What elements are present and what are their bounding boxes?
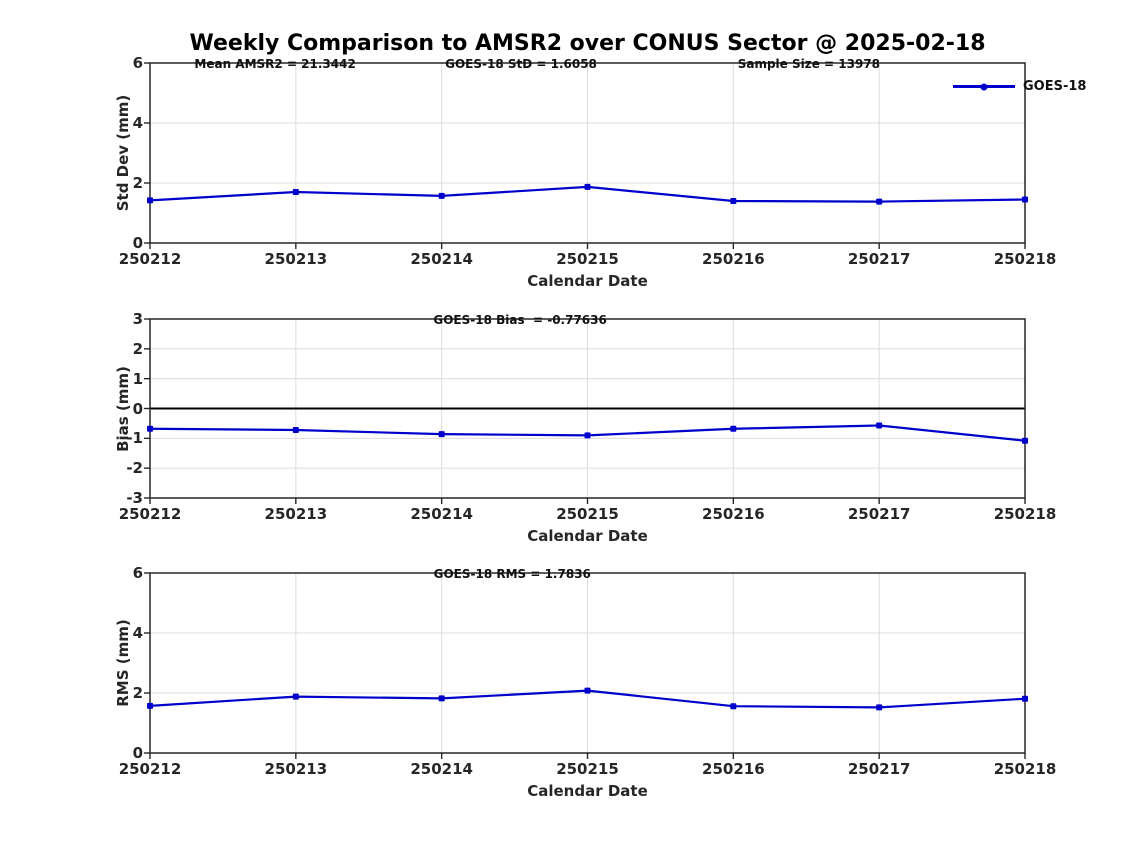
- annotation: GOES-18 StD = 1.6058: [445, 57, 597, 71]
- y-tick-label: 0: [132, 399, 143, 418]
- data-point: [730, 425, 737, 432]
- y-tick-label: -1: [126, 429, 143, 448]
- data-point: [438, 192, 445, 199]
- y-tick-label: 0: [132, 744, 143, 762]
- x-tick-label: 250218: [993, 505, 1057, 523]
- data-point: [876, 198, 883, 205]
- data-point: [292, 693, 299, 700]
- y-tick-label: 4: [132, 624, 143, 642]
- data-point: [147, 425, 153, 432]
- x-tick-label: 250218: [993, 250, 1057, 268]
- data-point: [730, 703, 737, 710]
- y-tick-label: 2: [132, 174, 143, 192]
- x-tick-label: 250213: [264, 760, 328, 778]
- annotation: Mean AMSR2 = 21.3442: [194, 57, 356, 71]
- x-tick-label: 250216: [702, 505, 765, 523]
- data-point: [292, 426, 299, 433]
- data-point: [147, 702, 153, 709]
- data-point: [584, 183, 591, 190]
- x-tick-label: 250214: [410, 250, 473, 268]
- y-tick-label: 1: [132, 369, 143, 388]
- y-tick-label: 3: [132, 310, 143, 328]
- data-point: [147, 197, 153, 204]
- data-point: [730, 198, 737, 204]
- x-axis-label: Calendar Date: [527, 527, 648, 545]
- data-point: [438, 431, 445, 438]
- x-tick-label: 250215: [556, 760, 619, 778]
- legend: GOES-18: [953, 79, 1086, 94]
- annotation: GOES-18 Bias = -0.77636: [433, 313, 607, 327]
- x-tick-label: 250214: [410, 505, 473, 523]
- annotation: Sample Size = 13978: [737, 57, 881, 71]
- data-point: [876, 422, 883, 429]
- bias-plot-area: [144, 318, 1028, 504]
- x-tick-label: 250212: [118, 760, 182, 778]
- x-tick-label: 250216: [702, 760, 765, 778]
- y-tick-labels: -3 -2 -1 0 1 2 3: [91, 310, 143, 507]
- y-tick-label: 0: [132, 234, 143, 252]
- legend-label: GOES-18: [1023, 79, 1087, 94]
- x-tick-label: 250213: [264, 250, 328, 268]
- y-tick-labels: 0 2 4 6: [91, 564, 143, 762]
- x-tick-label: 250217: [847, 505, 911, 523]
- data-point: [1022, 695, 1028, 702]
- y-tick-label: -2: [126, 459, 143, 478]
- x-tick-label: 250217: [847, 250, 911, 268]
- y-tick-label: -3: [126, 489, 143, 507]
- data-point: [292, 189, 299, 195]
- x-tick-label: 250215: [556, 505, 619, 523]
- data-point: [876, 704, 883, 711]
- y-tick-labels: 0 2 4 6: [91, 54, 143, 252]
- data-point: [584, 432, 591, 439]
- x-tick-label: 250213: [264, 505, 328, 523]
- data-point: [584, 687, 591, 694]
- data-point: [438, 695, 445, 702]
- legend-line-sample: [953, 83, 1015, 90]
- x-tick-label: 250215: [556, 250, 619, 268]
- data-point: [1022, 437, 1028, 444]
- x-tick-label: 250214: [410, 760, 473, 778]
- x-tick-label: 250212: [118, 250, 182, 268]
- y-tick-label: 6: [132, 564, 143, 582]
- x-tick-label: 250212: [118, 505, 182, 523]
- subplot-bias: Bias (mm) -3 -2 -1 0 1 2 3 250212 250213 250214 2…: [114, 310, 1056, 545]
- x-axis-label: Calendar Date: [527, 272, 648, 290]
- y-tick-label: 2: [132, 339, 143, 358]
- chart-title: Weekly Comparison to AMSR2 over CONUS Se…: [189, 31, 986, 56]
- legend-marker-icon: [980, 83, 988, 90]
- annotation: GOES-18 RMS = 1.7836: [433, 567, 591, 581]
- y-tick-label: 4: [132, 114, 143, 132]
- std-dev-plot-area: [144, 62, 1028, 249]
- x-tick-label: 250217: [847, 760, 911, 778]
- x-tick-label: 250218: [993, 760, 1057, 778]
- data-point: [1022, 196, 1028, 203]
- rms-plot-area: [144, 572, 1028, 759]
- y-tick-label: 6: [132, 54, 143, 72]
- x-tick-label: 250216: [702, 250, 765, 268]
- x-axis-label: Calendar Date: [527, 782, 648, 800]
- y-tick-label: 2: [132, 684, 143, 702]
